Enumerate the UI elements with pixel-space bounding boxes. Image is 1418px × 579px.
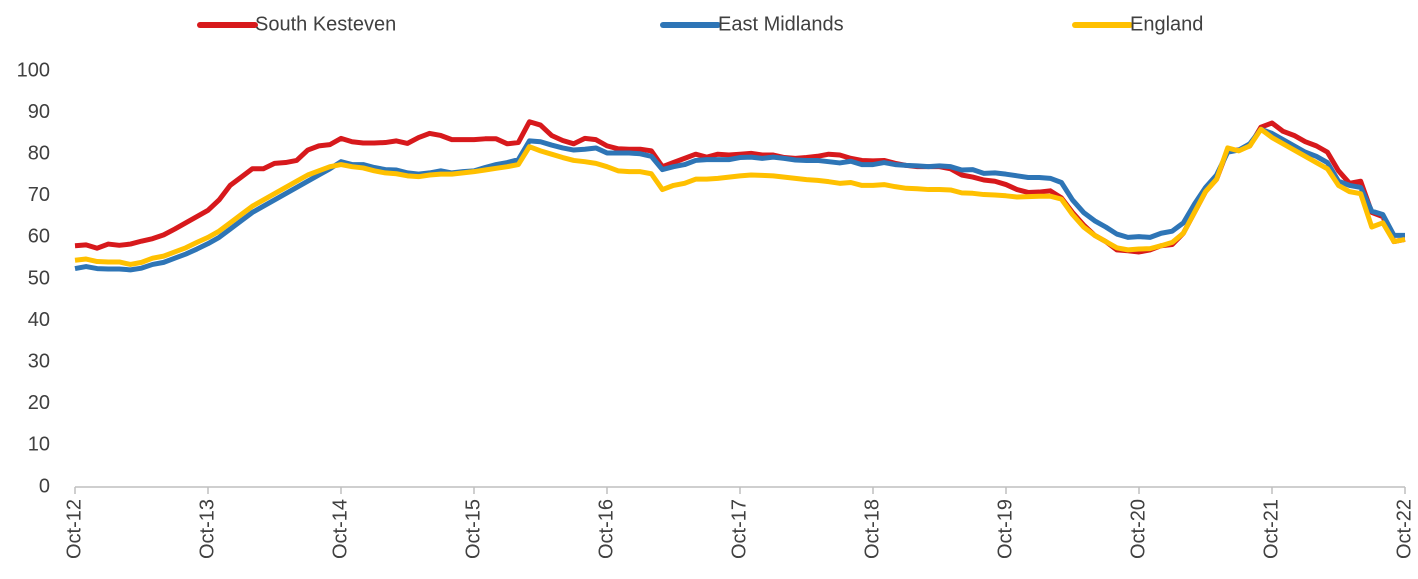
x-tick-label: Oct-17 xyxy=(728,499,750,559)
y-tick-label: 40 xyxy=(28,309,50,331)
x-tick-label: Oct-18 xyxy=(861,499,883,559)
x-tick-label: Oct-13 xyxy=(196,499,218,559)
legend-label: East Midlands xyxy=(718,13,844,35)
y-tick-label: 80 xyxy=(28,142,50,164)
y-tick-label: 100 xyxy=(17,59,50,81)
x-tick-label: Oct-21 xyxy=(1260,499,1282,559)
x-tick-label: Oct-20 xyxy=(1127,499,1149,559)
y-tick-label: 0 xyxy=(39,475,50,497)
y-tick-label: 70 xyxy=(28,184,50,206)
y-tick-label: 20 xyxy=(28,392,50,414)
y-tick-label: 60 xyxy=(28,226,50,248)
x-tick-label: Oct-22 xyxy=(1393,499,1415,559)
y-tick-label: 50 xyxy=(28,267,50,289)
series-line xyxy=(74,126,1405,273)
y-tick-label: 90 xyxy=(28,101,50,123)
x-tick-label: Oct-16 xyxy=(595,499,617,559)
legend-label: England xyxy=(1130,13,1203,35)
y-tick-label: 30 xyxy=(28,350,50,372)
x-tick-label: Oct-14 xyxy=(329,499,351,559)
x-tick-label: Oct-19 xyxy=(994,499,1016,559)
series-line xyxy=(74,126,1406,267)
y-tick-label: 10 xyxy=(28,434,50,456)
x-tick-label: Oct-15 xyxy=(462,499,484,559)
x-tick-label: Oct-12 xyxy=(63,499,85,559)
legend-label: South Kesteven xyxy=(255,13,396,35)
